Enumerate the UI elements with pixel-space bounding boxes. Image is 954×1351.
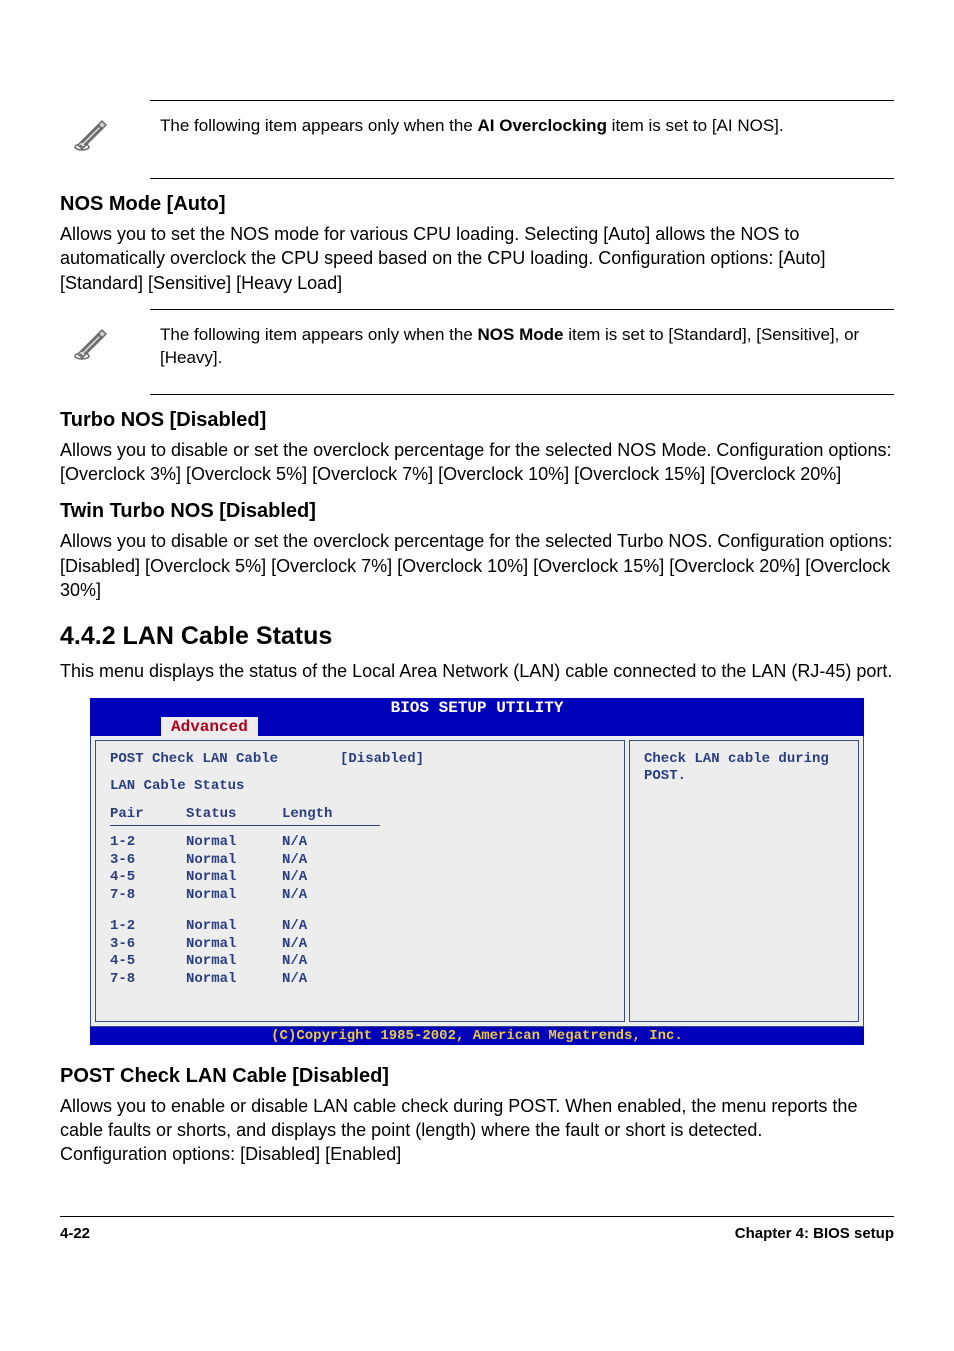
- pencil-icon: [60, 318, 160, 369]
- table-row: 7-8NormalN/A: [110, 971, 610, 989]
- bios-screenshot: BIOS SETUP UTILITY Advanced POST Check L…: [90, 698, 864, 1045]
- pencil-icon: [60, 109, 160, 160]
- page-footer: 4-22 Chapter 4: BIOS setup: [60, 1216, 894, 1242]
- bios-option-post-check[interactable]: POST Check LAN Cable [Disabled]: [110, 751, 610, 769]
- chapter-label: Chapter 4: BIOS setup: [735, 1225, 894, 1242]
- heading-nos-mode: NOS Mode [Auto]: [60, 193, 894, 216]
- table-row: 4-5NormalN/A: [110, 869, 610, 887]
- bios-status-title: LAN Cable Status: [110, 778, 610, 796]
- table-row: 1-2NormalN/A: [110, 834, 610, 852]
- table-row: 1-2NormalN/A: [110, 918, 610, 936]
- bios-title: BIOS SETUP UTILITY: [391, 699, 564, 717]
- bios-left-panel: POST Check LAN Cable [Disabled] LAN Cabl…: [95, 740, 625, 1022]
- heading-twin-turbo-nos: Twin Turbo NOS [Disabled]: [60, 500, 894, 523]
- note-nos-mode: The following item appears only when the…: [60, 318, 894, 376]
- heading-post-check: POST Check LAN Cable [Disabled]: [60, 1065, 894, 1088]
- bios-table-header: Pair Status Length: [110, 806, 380, 827]
- text-twin-turbo-nos: Allows you to disable or set the overclo…: [60, 529, 894, 602]
- table-row: 4-5NormalN/A: [110, 953, 610, 971]
- heading-lan-cable-status: 4.4.2 LAN Cable Status: [60, 622, 894, 651]
- note-ai-overclocking: The following item appears only when the…: [60, 109, 894, 160]
- note-text: The following item appears only when the…: [160, 109, 894, 144]
- note-text: The following item appears only when the…: [160, 318, 894, 376]
- text-nos-mode: Allows you to set the NOS mode for vario…: [60, 222, 894, 295]
- table-row: 3-6NormalN/A: [110, 852, 610, 870]
- heading-turbo-nos: Turbo NOS [Disabled]: [60, 409, 894, 432]
- text-lan-cable-status: This menu displays the status of the Loc…: [60, 659, 894, 683]
- text-turbo-nos: Allows you to disable or set the overclo…: [60, 438, 894, 487]
- bios-help-panel: Check LAN cable during POST.: [629, 740, 859, 1022]
- table-row: 3-6NormalN/A: [110, 936, 610, 954]
- bios-footer: (C)Copyright 1985-2002, American Megatre…: [90, 1027, 864, 1045]
- text-post-check: Allows you to enable or disable LAN cabl…: [60, 1094, 894, 1167]
- bios-title-bar: BIOS SETUP UTILITY Advanced: [90, 698, 864, 736]
- page-number: 4-22: [60, 1225, 90, 1242]
- table-row: 7-8NormalN/A: [110, 887, 610, 905]
- bios-tab-advanced[interactable]: Advanced: [160, 716, 259, 736]
